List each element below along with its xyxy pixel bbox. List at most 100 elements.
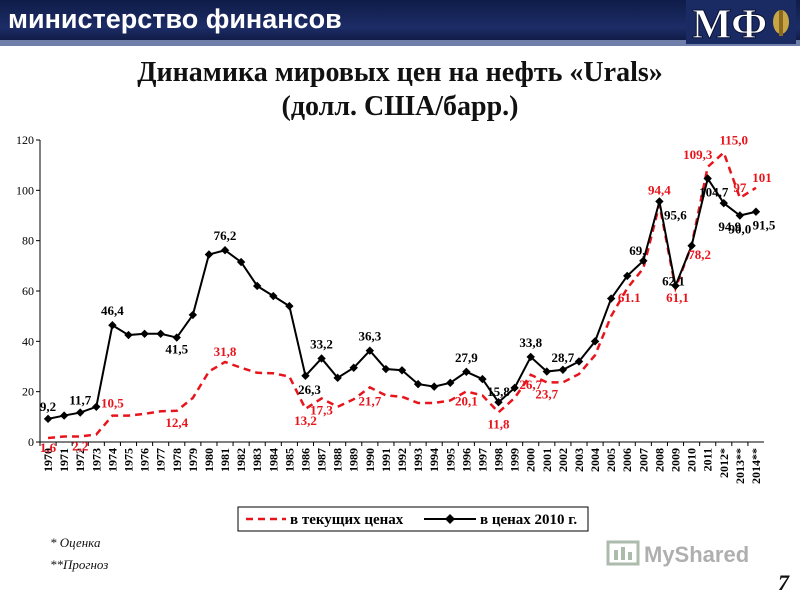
x-tick-label: 1976 (138, 448, 152, 472)
slide-title: Динамика мировых цен на нефть «Urals» (д… (0, 56, 800, 124)
data-point-2010 (108, 321, 117, 330)
x-tick-label: 1975 (121, 448, 135, 472)
data-label-current: 10,5 (101, 396, 124, 411)
data-label-current: 94,4 (648, 182, 671, 197)
x-tick-label: 2005 (604, 448, 618, 472)
y-tick-label: 0 (28, 435, 34, 449)
data-point-2010 (59, 411, 69, 420)
watermark: MyShared (606, 540, 749, 567)
data-label-current: 61.1 (618, 290, 641, 305)
data-point-2010 (751, 207, 761, 216)
data-point-2010 (236, 257, 246, 267)
x-tick-label: 1985 (282, 448, 296, 472)
data-label-2010: 95,6 (664, 207, 687, 222)
data-label-current: 12,4 (165, 415, 188, 430)
data-label-current: 109,3 (683, 147, 713, 162)
data-label-current: 11,8 (488, 416, 511, 431)
data-point-2010 (446, 378, 455, 388)
x-tick-label: 1973 (89, 448, 103, 472)
data-label-current: 26,7 (519, 377, 542, 392)
data-label-2010: 104,7 (699, 185, 729, 200)
x-tick-label: 1997 (475, 448, 489, 472)
x-tick-label: 1972 (73, 448, 87, 472)
data-point-2010 (204, 250, 214, 259)
eagle-emblem-icon (773, 10, 789, 36)
y-tick-label: 40 (22, 334, 34, 348)
data-point-2010 (703, 174, 712, 183)
x-tick-label: 2007 (636, 448, 650, 472)
x-tick-label: 2011 (701, 448, 715, 471)
y-tick-label: 120 (16, 133, 34, 147)
data-label-2010: 46,4 (101, 303, 124, 318)
data-label-current: 97 (733, 180, 747, 195)
data-label-current: 1,6 (40, 440, 57, 455)
data-label-2010: 90,0 (728, 222, 751, 237)
data-point-2010 (76, 408, 85, 417)
y-tick-label: 80 (22, 234, 34, 248)
x-tick-label: 2000 (524, 448, 538, 472)
data-label-2010: 15,8 (487, 384, 510, 399)
data-label-current: 78,2 (688, 247, 711, 262)
presentation-icon (606, 540, 640, 566)
data-label-current: 61,1 (666, 290, 689, 305)
legend-2010-marker (445, 514, 455, 524)
y-tick-label: 60 (22, 284, 34, 298)
data-point-2010 (156, 329, 165, 338)
x-tick-label: 2008 (652, 448, 666, 472)
data-point-2010 (719, 198, 728, 208)
x-tick-label: 1977 (154, 448, 168, 472)
logo-text: МФ (692, 2, 767, 44)
data-label-current: 101 (752, 170, 772, 185)
title-line-2: (долл. США/барр.) (281, 91, 519, 122)
x-tick-label: 2002 (556, 448, 570, 472)
x-tick-label: 2003 (572, 448, 586, 472)
data-label-2010: 28,7 (552, 350, 575, 365)
data-label-current: 2,2 (72, 438, 88, 453)
data-point-2010 (333, 373, 342, 383)
x-tick-label: 1974 (105, 448, 119, 472)
data-label-current: 17,3 (310, 402, 333, 417)
x-tick-label: 2006 (620, 448, 634, 472)
y-tick-label: 100 (16, 183, 34, 197)
x-tick-label: 2001 (540, 448, 554, 472)
data-point-2010 (269, 291, 278, 301)
data-label-current: 13,2 (294, 413, 317, 428)
x-tick-label: 1994 (427, 448, 441, 472)
legend-2010-label: в ценах 2010 г. (480, 512, 577, 528)
x-tick-label: 1999 (508, 448, 522, 472)
data-point-2010 (671, 281, 680, 290)
data-point-2010 (413, 379, 423, 389)
data-point-2010 (43, 414, 53, 424)
data-label-2010: 11,7 (69, 393, 92, 408)
x-tick-label: 1984 (266, 448, 280, 472)
x-tick-label: 1971 (57, 448, 71, 472)
data-point-2010 (558, 365, 568, 374)
header-strip (0, 40, 800, 46)
data-point-2010 (92, 402, 101, 411)
data-point-2010 (606, 294, 616, 303)
x-tick-label: 1987 (315, 448, 329, 472)
data-label-current: 21,7 (358, 393, 381, 408)
data-point-2010 (253, 281, 262, 291)
data-point-2010 (317, 354, 326, 363)
x-tick-label: 1983 (250, 448, 264, 472)
data-point-2010 (301, 371, 310, 381)
y-tick-label: 20 (22, 385, 34, 399)
data-point-2010 (429, 382, 439, 391)
data-point-2010 (526, 352, 535, 362)
x-tick-label: 2010 (685, 448, 699, 472)
data-label-2010: 69, (629, 243, 645, 258)
slide-header: министерство финансов МФ (0, 0, 800, 46)
ministry-name: министерство финансов (8, 4, 342, 34)
data-point-2010 (494, 398, 503, 407)
x-tick-label: 1979 (186, 448, 200, 472)
legend-box (237, 506, 589, 532)
data-label-current: 31,8 (214, 344, 237, 359)
note-estimate: * Оценка (50, 535, 101, 550)
x-tick-label: 1970 (41, 448, 55, 472)
series-current-prices-line (47, 150, 757, 440)
data-label-2010: 36,3 (358, 329, 381, 344)
x-tick-label: 1998 (492, 448, 506, 472)
data-label-2010: 33,2 (310, 336, 333, 351)
data-point-2010 (220, 246, 230, 255)
